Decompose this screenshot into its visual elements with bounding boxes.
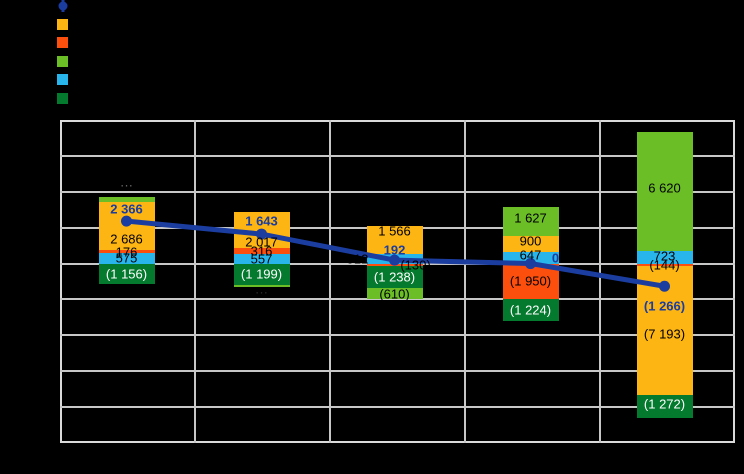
bar-segment-redorange <box>636 263 693 267</box>
segment-value-label: (130) <box>400 257 431 273</box>
vertical-gridline <box>599 120 601 443</box>
legend-item <box>57 0 69 12</box>
segment-value-label: 1 566 <box>378 223 411 239</box>
bar-segment-darkgreen <box>366 265 423 289</box>
segment-value-label: (7 193) <box>643 326 686 342</box>
bar-segment-cyan <box>636 250 693 264</box>
vertical-gridline <box>194 120 196 443</box>
horizontal-gridline <box>60 154 735 157</box>
segment-value-label: 316 <box>250 243 273 259</box>
legend-item <box>57 92 69 104</box>
bar-segment-cyan <box>502 251 559 264</box>
segment-value-label: 647 <box>519 247 542 263</box>
line-marker <box>121 215 132 227</box>
segment-value-label: (610) <box>379 286 410 302</box>
bar-segment-darkgreen <box>233 263 290 286</box>
segment-value-label: ··· <box>120 177 133 193</box>
segment-value-label: 900 <box>519 233 542 249</box>
vertical-gridline <box>329 120 331 443</box>
segment-value-label: 512 <box>346 251 369 267</box>
legend-swatch-lightgreen <box>57 55 68 67</box>
legend-swatch-darkgreen <box>57 92 68 104</box>
bar-segment-lightgreen <box>233 285 290 288</box>
bar-segment-orange <box>502 235 559 252</box>
horizontal-gridline <box>60 370 735 373</box>
bar-segment-lightgreen <box>502 206 559 236</box>
segment-value-label: (1 224) <box>509 302 552 318</box>
bar-segment-darkgreen <box>636 395 693 419</box>
segment-value-label: 2 017 <box>245 234 278 250</box>
line-value-label: 192 <box>383 242 406 258</box>
bar-segment-lightgreen <box>366 288 423 300</box>
bar-segment-redorange <box>502 263 559 299</box>
line-value-label: 1 643 <box>245 213 278 229</box>
legend-swatch-orange <box>57 18 68 30</box>
line-marker <box>659 280 670 292</box>
legend-swatch-cyan <box>57 74 68 85</box>
segment-value-label: 575 <box>115 250 138 266</box>
bar-segment-cyan <box>98 253 155 264</box>
bar-segment-darkgreen <box>502 298 559 321</box>
bar-segment-lightgreen <box>636 131 693 251</box>
segment-value-label: (144) <box>649 257 680 273</box>
horizontal-gridline <box>60 334 735 337</box>
segment-value-label: 176 <box>115 244 138 260</box>
legend-item <box>57 55 69 67</box>
bar-segment-redorange <box>98 250 155 254</box>
segment-value-label: 2 686 <box>110 231 143 247</box>
segment-value-label: (1 199) <box>240 266 283 282</box>
segment-value-label: 723 <box>653 248 676 264</box>
segment-value-label: 6 620 <box>648 180 681 196</box>
bar-segment-redorange <box>233 247 290 254</box>
segment-value-label: 557 <box>250 251 273 267</box>
legend-item <box>57 74 69 85</box>
line-marker <box>389 254 400 266</box>
bar-segment-darkgreen <box>98 263 155 285</box>
horizontal-gridline <box>60 406 735 409</box>
segment-value-label: ··· <box>255 284 268 300</box>
horizontal-gridline <box>60 190 735 193</box>
segment-value-label: (1 272) <box>643 396 686 412</box>
legend-item <box>57 18 69 30</box>
bar-segment-orange <box>366 226 423 255</box>
chart-legend <box>57 0 69 104</box>
line-value-label: (1 266) <box>643 298 686 314</box>
vertical-gridline <box>464 120 466 443</box>
line-marker <box>256 228 267 240</box>
bar-segment-cyan <box>233 253 290 264</box>
line-value-label: 0 <box>551 250 560 266</box>
line-value-label: 2 366 <box>110 201 143 217</box>
segment-value-label: (1 950) <box>509 273 552 289</box>
legend-swatch-redorange <box>57 37 68 48</box>
legend-line-marker-icon <box>58 0 68 12</box>
segment-value-label: 1 627 <box>514 210 547 226</box>
segment-value-label: (1 238) <box>373 269 416 285</box>
bar-segment-lightgreen <box>98 197 155 202</box>
segment-value-label: (1 156) <box>105 266 148 282</box>
line-marker <box>525 258 536 270</box>
legend-item <box>57 37 69 48</box>
horizontal-gridline <box>60 298 735 301</box>
